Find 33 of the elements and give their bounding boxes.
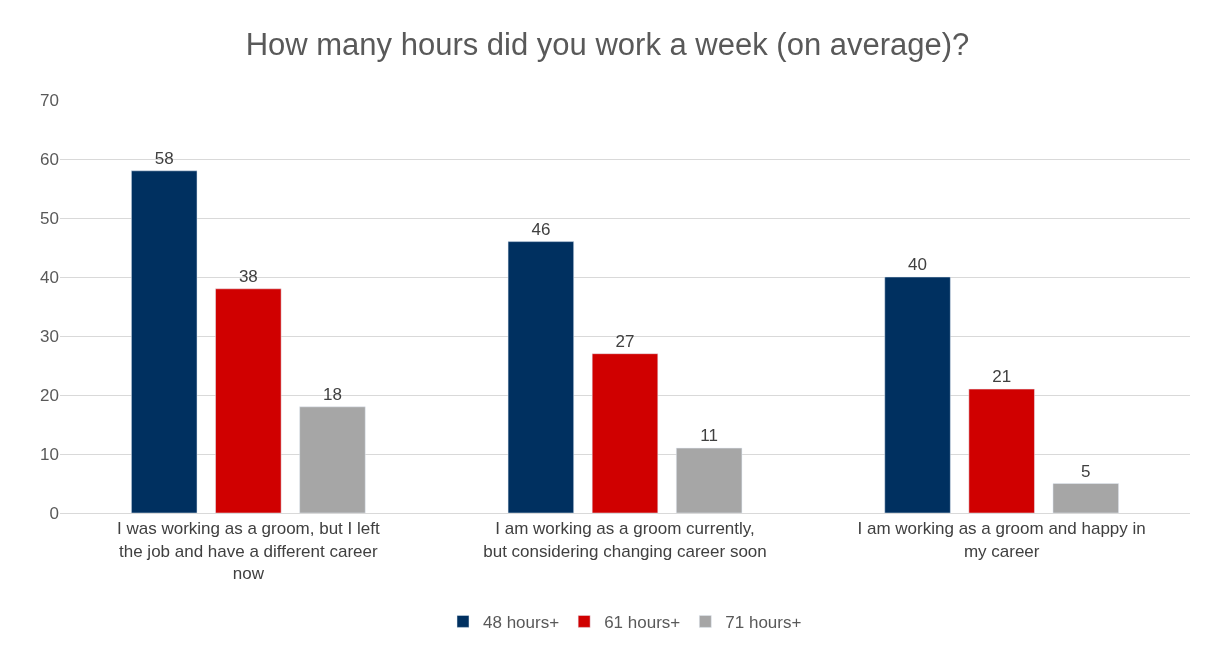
bar	[884, 276, 951, 513]
y-tick-label: 10	[40, 444, 59, 464]
bar	[591, 353, 659, 513]
bar	[215, 288, 282, 513]
y-tick-label: 70	[40, 90, 59, 110]
data-label: 27	[615, 331, 635, 351]
x-tick-label: I was working as a groom, but I left the job and have a different career now	[116, 519, 380, 583]
data-label: 58	[154, 148, 174, 168]
data-label: 38	[238, 266, 258, 286]
data-label: 11	[700, 426, 718, 446]
y-tick-label: 60	[40, 149, 59, 169]
bar	[1052, 483, 1119, 513]
data-label: 40	[908, 255, 928, 274]
y-tick-label: 40	[40, 267, 59, 287]
bar	[968, 388, 1035, 513]
legend-label: 71 hours+	[725, 613, 802, 633]
data-label: 21	[992, 367, 1012, 387]
bar	[507, 241, 574, 513]
y-tick-label: 20	[40, 385, 59, 405]
chart-title: How many hours did you work a week (on average)?	[245, 26, 970, 62]
bar	[299, 406, 366, 513]
data-label: 5	[1081, 461, 1091, 481]
legend-label: 48 hours+	[483, 613, 560, 633]
y-tick-label: 0	[49, 503, 59, 523]
y-tick-label: 50	[40, 208, 59, 228]
x-tick-label: I am working as a groom currently, but considering changing career soon	[483, 519, 767, 561]
data-label: 46	[531, 219, 551, 239]
bar	[131, 170, 198, 513]
legend-label: 61 hours+	[604, 613, 681, 633]
data-label: 18	[322, 384, 342, 404]
x-tick-label: I am working as a groom and happy in my career	[857, 519, 1146, 561]
bar	[676, 447, 743, 513]
y-tick-label: 30	[40, 326, 59, 346]
